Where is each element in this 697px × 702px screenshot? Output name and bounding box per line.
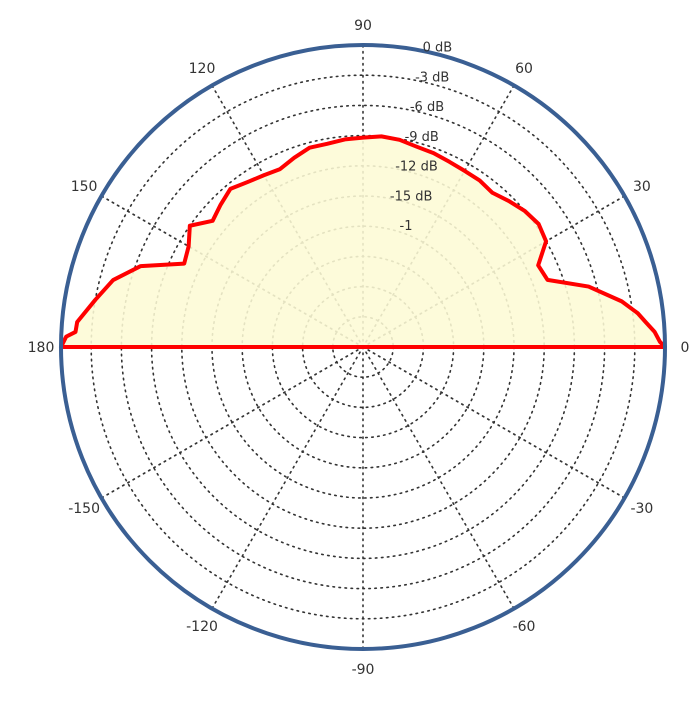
angle-tick-label: -60: [513, 619, 536, 635]
tick-label-layer: 0 30 60 90 120 150 180 -150 -120 -90 -60 -30 0 dB -3 …: [28, 18, 690, 678]
angle-tick-label: 30: [633, 179, 651, 195]
outer-circle: [59, 43, 667, 651]
radial-tick-label: -15 dB: [390, 189, 433, 204]
series-layer: [59, 134, 667, 349]
angle-tick-label: -90: [352, 662, 375, 678]
angle-tick-label: 150: [71, 179, 98, 195]
grid-spoke: [211, 346, 364, 610]
angle-tick-label: 180: [28, 340, 55, 356]
angle-tick-label: 120: [189, 61, 216, 77]
radial-tick-label: -9 dB: [405, 130, 439, 145]
angle-tick-label: 60: [515, 61, 533, 77]
radial-tick-label: 0 dB: [423, 41, 453, 56]
grid-spoke: [362, 346, 626, 499]
radial-tick-label: -1: [400, 219, 413, 234]
angle-tick-label: 90: [354, 18, 372, 34]
angle-tick-label: 0: [681, 340, 690, 356]
radial-tick-label: -6 dB: [410, 100, 444, 115]
angle-tick-label: -30: [630, 501, 653, 517]
pattern-fill: [61, 136, 665, 347]
angle-tick-label: -150: [68, 501, 100, 517]
angle-tick-label: -120: [186, 619, 218, 635]
radial-tick-label: -12 dB: [395, 160, 438, 175]
grid-spoke: [362, 346, 515, 610]
outer-circle-layer: [59, 43, 667, 651]
grid-spoke: [100, 346, 364, 499]
pattern-line: [59, 134, 667, 349]
radial-tick-label: -3 dB: [415, 70, 449, 85]
